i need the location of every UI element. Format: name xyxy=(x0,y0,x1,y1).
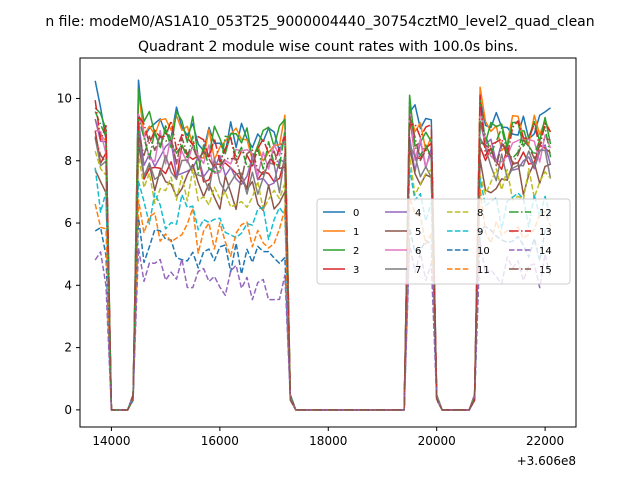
legend-label: 4 xyxy=(415,208,421,219)
legend-label: 6 xyxy=(415,246,421,257)
legend-label: 9 xyxy=(477,227,483,238)
x-axis: 14000 16000 18000 20000 22000 xyxy=(92,427,564,448)
legend-label: 0 xyxy=(353,208,359,219)
legend-label: 8 xyxy=(477,208,483,219)
legend-label: 5 xyxy=(415,227,421,238)
legend-label: 14 xyxy=(539,246,552,257)
y-tick-label: 0 xyxy=(64,403,72,417)
x-tick-label: 14000 xyxy=(92,434,130,448)
x-tick-label: 18000 xyxy=(309,434,347,448)
y-tick-label: 2 xyxy=(64,341,72,355)
legend-label: 1 xyxy=(353,227,359,238)
x-offset-label: +3.606e8 xyxy=(517,454,576,468)
plot-lines xyxy=(94,79,552,411)
legend-label: 15 xyxy=(539,265,552,276)
x-tick-label: 20000 xyxy=(418,434,456,448)
legend-label: 3 xyxy=(353,265,359,276)
y-tick-label: 6 xyxy=(64,216,72,230)
x-tick-label: 16000 xyxy=(201,434,239,448)
y-tick-label: 4 xyxy=(64,278,72,292)
chart-title: Quadrant 2 module wise count rates with … xyxy=(138,39,518,55)
chart-suptitle: n file: modeM0/AS1A10_053T25_9000004440_… xyxy=(45,14,594,30)
x-tick-label: 22000 xyxy=(526,434,564,448)
y-axis: 0 2 4 6 8 10 xyxy=(57,91,80,417)
legend-label: 2 xyxy=(353,246,359,257)
series-line-15 xyxy=(94,115,551,411)
legend-frame xyxy=(316,198,571,285)
legend-label: 7 xyxy=(415,265,421,276)
legend-label: 13 xyxy=(539,227,552,238)
legend-label: 11 xyxy=(477,265,490,276)
y-tick-label: 8 xyxy=(64,154,72,168)
y-tick-label: 10 xyxy=(57,91,72,105)
legend-label: 10 xyxy=(477,246,490,257)
legend-label: 12 xyxy=(539,208,552,219)
